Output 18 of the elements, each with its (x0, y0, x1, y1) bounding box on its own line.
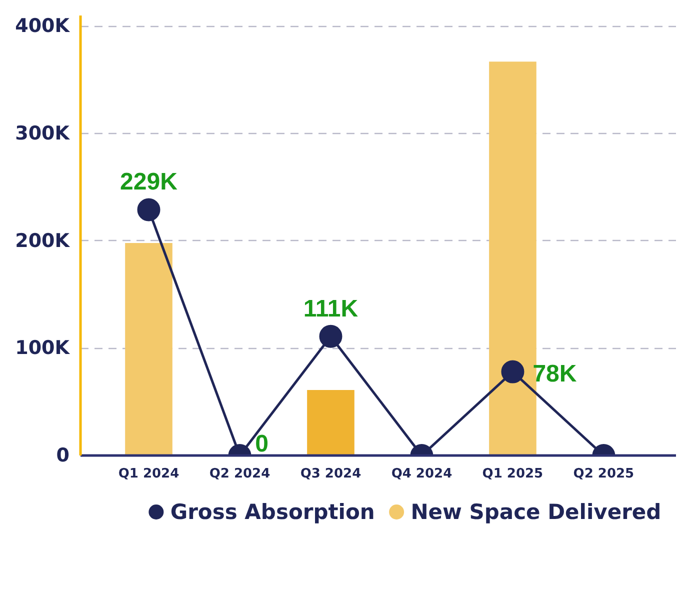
bar (307, 390, 354, 456)
legend-label: New Space Delivered (410, 500, 662, 524)
data-label: 111K (303, 295, 359, 322)
data-label: 0 (255, 430, 268, 458)
data-label: 229K (120, 168, 178, 196)
x-tick-label: Q2 2025 (573, 466, 634, 482)
bar (125, 243, 172, 456)
x-tick-label: Q1 2025 (482, 466, 544, 482)
x-tick-label: Q4 2024 (391, 466, 452, 482)
y-tick-label: 300K (15, 122, 71, 145)
x-tick-label: Q3 2024 (300, 466, 362, 482)
x-tick-label: Q2 2024 (209, 466, 270, 482)
x-tick-label: Q1 2024 (118, 466, 180, 482)
y-tick-label: 100K (15, 337, 71, 360)
y-tick-label: 0 (56, 444, 70, 466)
y-tick-label: 200K (15, 230, 71, 252)
legend-label: Gross Absorption (170, 500, 375, 524)
y-tick-label: 400K (15, 15, 71, 38)
